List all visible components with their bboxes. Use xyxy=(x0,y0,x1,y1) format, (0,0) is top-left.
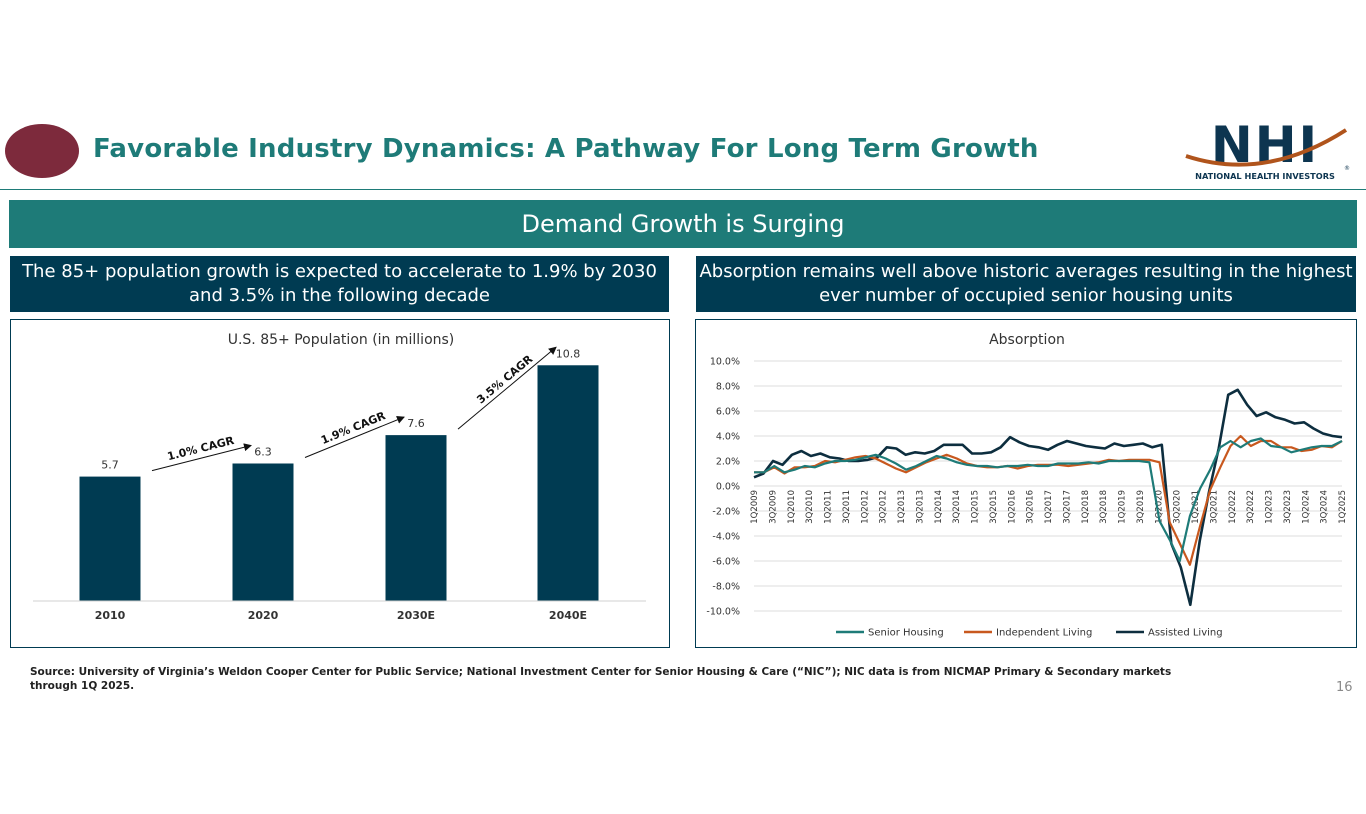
x-tick-label: 3Q2023 xyxy=(1283,490,1293,524)
x-tick-label: 1Q2022 xyxy=(1228,490,1238,524)
cagr-arrow-icon xyxy=(151,443,252,472)
x-tick-label: 1Q2012 xyxy=(860,490,870,524)
absorption-chart-panel: Absorption 10.0% 8.0% 6.0% 4.0% 2.0% 0.0% -2.0… xyxy=(695,319,1357,648)
logo-registered-mark: ® xyxy=(1344,165,1350,172)
x-tick-label: 3Q2009 xyxy=(768,490,778,524)
x-tick-label: 1Q2011 xyxy=(824,490,834,524)
x-tick-label: 3Q2024 xyxy=(1320,490,1330,524)
bar-2030e xyxy=(385,435,447,601)
absorption-subhead: Absorption remains well above historic a… xyxy=(696,256,1356,312)
y-tick-label: 8.0% xyxy=(716,382,740,393)
population-bar-chart: U.S. 85+ Population (in millions) 5.7 201… xyxy=(33,332,646,622)
x-tick-label: 3Q2015 xyxy=(989,490,999,524)
cagr-arrow-icon xyxy=(304,416,405,458)
x-tick-label: 1Q2023 xyxy=(1265,490,1275,524)
bar-value-label: 7.6 xyxy=(407,417,425,430)
x-tick-label: 3Q2016 xyxy=(1026,490,1036,524)
x-tick-label: 1Q2014 xyxy=(934,490,944,524)
bar-value-label: 6.3 xyxy=(254,445,272,458)
x-tick-label: 1Q2024 xyxy=(1301,490,1311,524)
bar-value-label: 10.8 xyxy=(556,347,581,360)
y-tick-label: -6.0% xyxy=(712,557,740,568)
absorption-chart-title: Absorption xyxy=(989,332,1065,348)
population-chart-title: U.S. 85+ Population (in millions) xyxy=(228,332,455,348)
population-chart-panel: U.S. 85+ Population (in millions) 5.7 201… xyxy=(10,319,670,648)
bar-category-label: 2010 xyxy=(95,609,126,622)
y-tick-label: 6.0% xyxy=(716,407,740,418)
x-tick-label: 3Q2022 xyxy=(1246,490,1256,524)
y-tick-label: -8.0% xyxy=(712,582,740,593)
x-tick-label: 3Q2010 xyxy=(805,490,815,524)
x-tick-label: 3Q2013 xyxy=(915,490,925,524)
x-tick-label: 1Q2019 xyxy=(1118,490,1128,524)
x-tick-label: 3Q2014 xyxy=(952,490,962,524)
y-tick-label: 2.0% xyxy=(716,457,740,468)
x-tick-label: 3Q2011 xyxy=(842,490,852,524)
x-tick-label: 1Q2025 xyxy=(1338,490,1348,524)
cagr-label: 1.0% CAGR xyxy=(166,434,236,464)
x-tick-label: 1Q2017 xyxy=(1044,490,1054,524)
x-tick-label: 1Q2020 xyxy=(1154,490,1164,524)
x-tick-label: 1Q2015 xyxy=(971,490,981,524)
y-tick-label: -4.0% xyxy=(712,532,740,543)
bar-2040e xyxy=(537,365,599,601)
x-tick-label: 1Q2013 xyxy=(897,490,907,524)
page-title: Favorable Industry Dynamics: A Pathway F… xyxy=(93,134,1039,164)
x-tick-label: 3Q2017 xyxy=(1062,490,1072,524)
y-tick-label: 0.0% xyxy=(716,482,740,493)
logo-tagline: NATIONAL HEALTH INVESTORS xyxy=(1195,171,1335,181)
x-tick-label: 3Q2019 xyxy=(1136,490,1146,524)
bar-2010 xyxy=(79,476,141,601)
x-tick-label: 3Q2020 xyxy=(1173,490,1183,524)
x-tick-label: 1Q2016 xyxy=(1007,490,1017,524)
brand-circle-icon xyxy=(5,124,79,178)
absorption-line-chart: Absorption 10.0% 8.0% 6.0% 4.0% 2.0% 0.0% -2.0… xyxy=(706,332,1348,639)
cagr-label: 3.5% CAGR xyxy=(474,352,535,406)
legend-label: Senior Housing xyxy=(868,628,944,639)
y-tick-label: -2.0% xyxy=(712,507,740,518)
bar-category-label: 2030E xyxy=(397,609,435,622)
legend-label: Assisted Living xyxy=(1148,628,1223,639)
x-tick-label: 1Q2018 xyxy=(1081,490,1091,524)
header-divider xyxy=(0,189,1366,190)
bar-category-label: 2020 xyxy=(248,609,279,622)
legend-label: Independent Living xyxy=(996,628,1092,639)
bar-value-label: 5.7 xyxy=(101,459,119,472)
bar-2020 xyxy=(232,463,294,601)
series-line-independent-living xyxy=(754,434,1343,566)
source-footnote: Source: University of Virginia’s Weldon … xyxy=(30,666,1172,692)
y-tick-label: 10.0% xyxy=(710,357,740,368)
cagr-arrow-icon xyxy=(457,346,557,430)
bar-category-label: 2040E xyxy=(549,609,587,622)
section-banner: Demand Growth is Surging xyxy=(9,200,1357,248)
x-tick-label: 3Q2012 xyxy=(879,490,889,524)
x-tick-label: 3Q2021 xyxy=(1209,490,1219,524)
page-number: 16 xyxy=(1336,680,1353,695)
x-tick-label: 1Q2010 xyxy=(787,490,797,524)
x-tick-label: 3Q2018 xyxy=(1099,490,1109,524)
y-tick-label: -10.0% xyxy=(706,607,740,618)
population-subhead: The 85+ population growth is expected to… xyxy=(10,256,669,312)
series-line-senior-housing xyxy=(754,437,1343,563)
logo-swoosh-icon xyxy=(1185,128,1348,167)
y-tick-label: 4.0% xyxy=(716,432,740,443)
nhi-logo: NHI NATIONAL HEALTH INVESTORS ® xyxy=(1185,118,1350,181)
x-tick-label: 1Q2009 xyxy=(750,490,760,524)
x-tick-label: 1Q2021 xyxy=(1191,490,1201,524)
